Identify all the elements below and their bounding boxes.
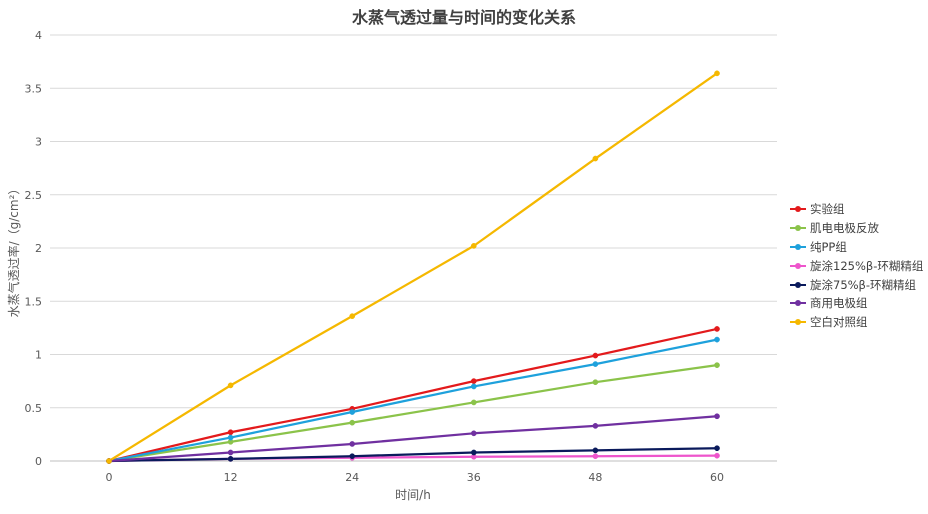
y-axis-title: 水蒸气透过率/（g/cm²）: [6, 183, 21, 318]
data-point: [106, 458, 112, 464]
data-point: [714, 413, 720, 420]
data-point: [470, 430, 477, 437]
data-point: [592, 453, 599, 460]
y-tick-label: 1: [35, 349, 42, 362]
y-tick-label: 0.5: [25, 402, 43, 415]
legend-item: 肌电电极反放: [790, 219, 923, 238]
data-point: [349, 313, 356, 320]
data-point: [592, 361, 599, 367]
data-point: [714, 70, 720, 77]
data-point: [714, 452, 720, 459]
series-line: [108, 447, 718, 463]
y-tick-label: 2: [35, 242, 42, 255]
series-line: [108, 327, 718, 463]
legend-label: 旋涂75%β-环糊精组: [810, 277, 917, 292]
y-tick-label: 3.5: [25, 82, 43, 95]
series-line: [108, 415, 718, 463]
series-lines: [108, 72, 718, 463]
data-point: [714, 445, 720, 452]
legend-label: 实验组: [810, 202, 845, 217]
y-tick-label: 4: [35, 29, 42, 42]
x-tick-label: 24: [345, 471, 359, 484]
legend-label: 商用电极组: [810, 296, 868, 311]
legend-item: 旋涂125%β-环糊精组: [790, 256, 923, 275]
y-tick-label: 1.5: [25, 295, 43, 308]
legend-item: 实验组: [790, 200, 923, 219]
data-point: [714, 326, 720, 332]
legend-swatch: [790, 261, 806, 271]
legend-label: 旋涂125%β-环糊精组: [810, 258, 924, 273]
data-point: [592, 423, 599, 429]
data-point: [349, 453, 356, 460]
data-point: [470, 399, 477, 406]
legend-label: 肌电电极反放: [810, 221, 879, 236]
x-tick-labels: 0 12 24 36 48 60: [106, 471, 725, 484]
data-point: [470, 383, 477, 390]
x-tick-label: 0: [106, 471, 113, 484]
data-point: [470, 243, 477, 249]
x-tick-label: 48: [588, 471, 602, 484]
data-point: [349, 441, 356, 447]
legend-item: 旋涂75%β-环糊精组: [790, 275, 923, 294]
x-tick-label: 60: [710, 471, 724, 484]
data-point: [227, 434, 234, 441]
chart-title: 水蒸气透过量与时间的变化关系: [351, 8, 576, 27]
x-axis-title: 时间/h: [395, 488, 431, 502]
data-point: [349, 419, 356, 426]
data-point: [714, 362, 720, 368]
data-point: [227, 429, 234, 436]
data-point: [227, 449, 234, 456]
y-tick-label: 0: [35, 455, 42, 468]
series-line: [108, 364, 718, 463]
y-tick-label: 3: [35, 136, 42, 149]
legend-swatch: [790, 242, 806, 252]
legend-swatch: [790, 223, 806, 233]
data-point: [227, 456, 234, 462]
y-tick-label: 2.5: [25, 189, 43, 202]
x-tick-label: 12: [224, 471, 238, 484]
data-point: [592, 447, 599, 454]
data-point: [714, 336, 720, 343]
grid-lines: [50, 34, 777, 462]
legend-item: 商用电极组: [790, 294, 923, 313]
legend-label: 纯PP组: [810, 239, 847, 254]
series-line: [108, 338, 718, 463]
legend-label: 空白对照组: [810, 315, 868, 330]
data-point: [592, 379, 599, 386]
series-points: [106, 70, 720, 464]
data-point: [470, 449, 477, 456]
legend: 实验组肌电电极反放 纯PP组旋涂125%β-环糊精组 旋涂75%β-环糊精组 商用电极…: [790, 200, 923, 332]
y-tick-labels: 0 0.5 1 1.5 2 2.5 3 3.5 4: [25, 29, 43, 468]
legend-swatch: [790, 204, 806, 214]
data-point: [592, 352, 599, 359]
data-point: [470, 378, 477, 384]
data-point: [349, 409, 356, 415]
series-line: [108, 72, 718, 462]
data-point: [592, 155, 599, 162]
x-tick-label: 36: [467, 471, 481, 484]
legend-swatch: [790, 317, 806, 327]
legend-item: 纯PP组: [790, 238, 923, 257]
data-point: [227, 382, 234, 389]
legend-item: 空白对照组: [790, 313, 923, 332]
legend-swatch: [790, 298, 806, 308]
legend-swatch: [790, 280, 806, 290]
